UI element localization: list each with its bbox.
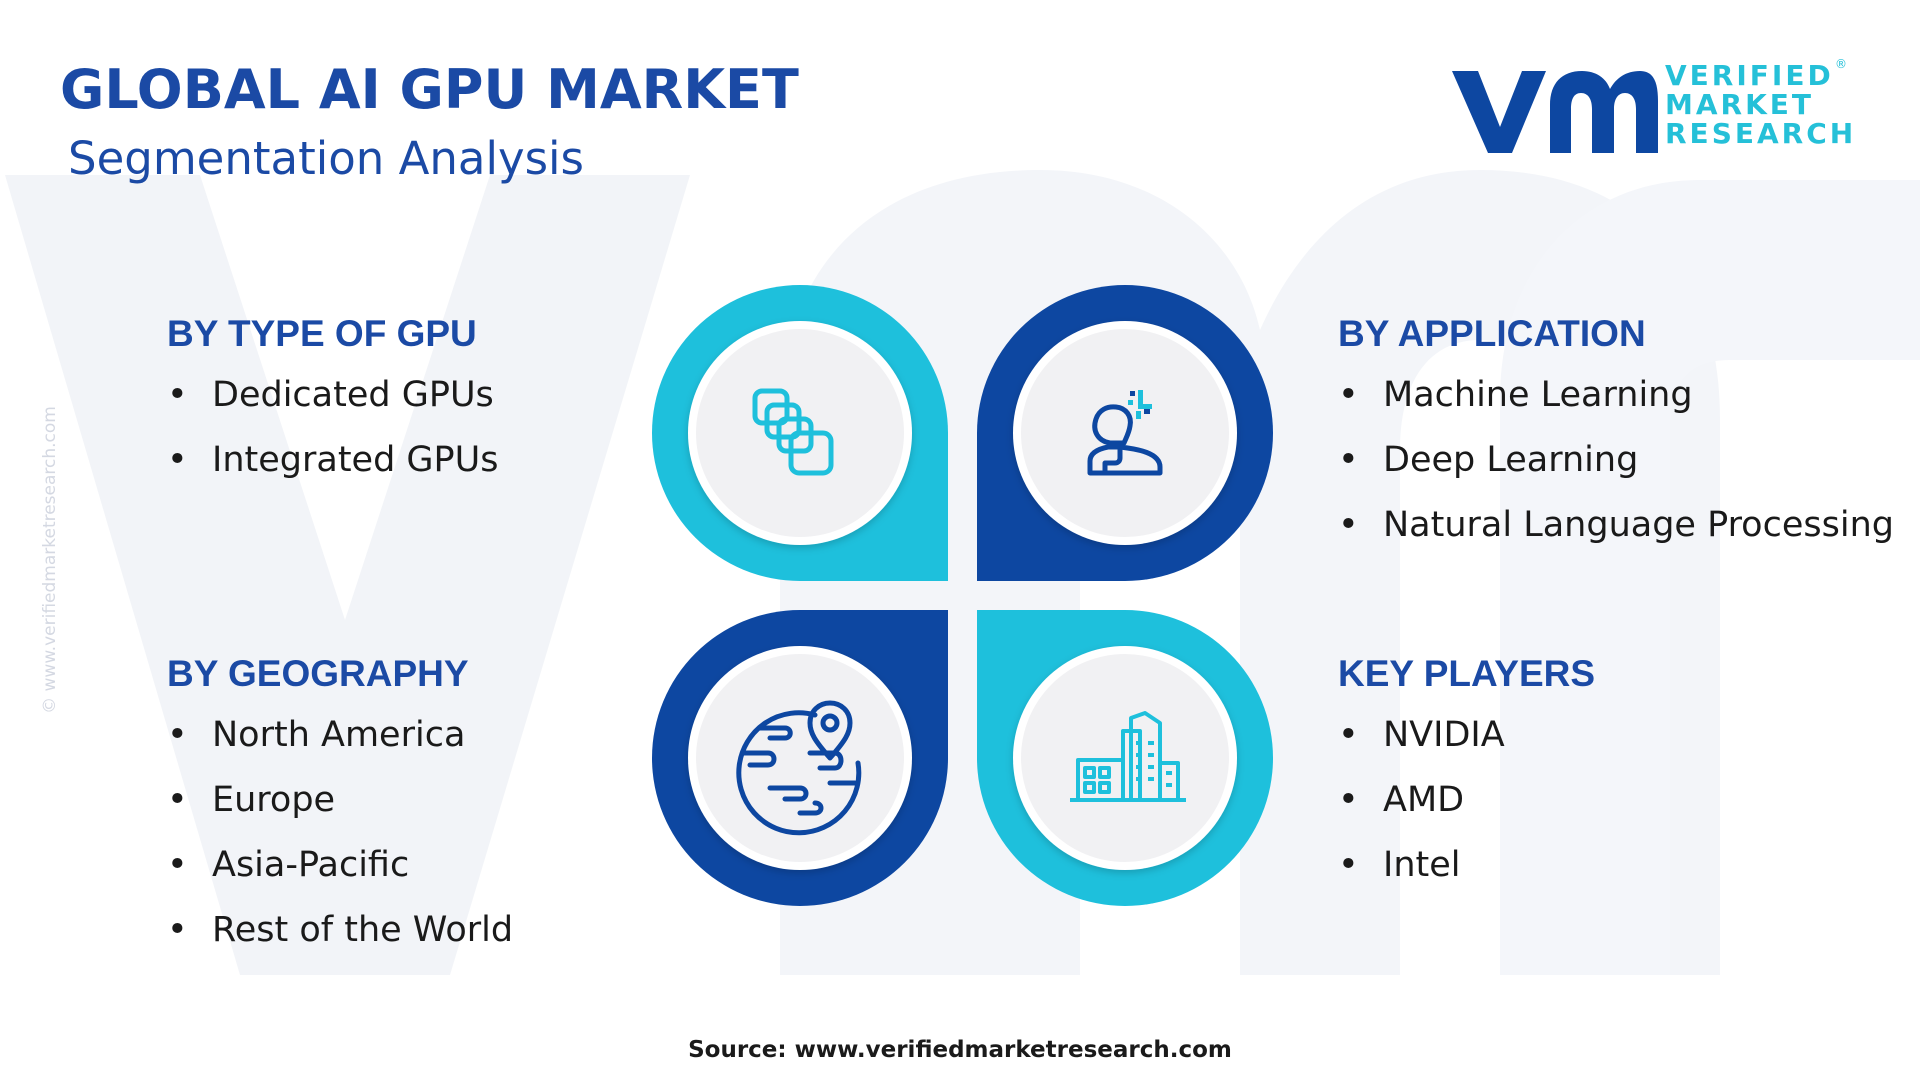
bullet: • bbox=[167, 780, 188, 820]
bullet: • bbox=[1338, 505, 1359, 545]
vmr-logo-mark bbox=[1452, 71, 1658, 153]
segment-list: • North America • Europe • Asia-Pacific • Re… bbox=[167, 715, 513, 950]
list-item: • Asia-Pacific bbox=[167, 845, 513, 885]
bullet: • bbox=[1338, 440, 1359, 480]
list-item: • North America bbox=[167, 715, 513, 755]
list-item-label: Machine Learning bbox=[1383, 375, 1693, 415]
globe-location-icon bbox=[736, 700, 862, 836]
bullet: • bbox=[167, 845, 188, 885]
source-caption: Source: www.verifiedmarketresearch.com bbox=[688, 1037, 1232, 1063]
list-item: • Intel bbox=[1338, 845, 1595, 885]
list-item: • Machine Learning bbox=[1338, 375, 1894, 415]
quadrant-type-of-gpu bbox=[652, 285, 948, 581]
segment-key-players: KEY PLAYERS • NVIDIA • AMD • Intel bbox=[1338, 653, 1595, 910]
bullet: • bbox=[167, 375, 188, 415]
bullet: • bbox=[1338, 375, 1359, 415]
bullet: • bbox=[167, 440, 188, 480]
list-item-label: NVIDIA bbox=[1383, 715, 1505, 755]
list-item: • AMD bbox=[1338, 780, 1595, 820]
segment-wheel bbox=[652, 285, 1273, 906]
logo-line-1: VERIFIED bbox=[1665, 59, 1834, 92]
bullet: • bbox=[1338, 715, 1359, 755]
quadrant-inner-disc bbox=[1021, 329, 1229, 537]
segment-type-of-gpu: BY TYPE OF GPU • Dedicated GPUs • Integrat… bbox=[167, 313, 499, 505]
bullet: • bbox=[167, 910, 188, 950]
page-subtitle: Segmentation Analysis bbox=[68, 132, 584, 185]
list-item-label: Integrated GPUs bbox=[212, 440, 499, 480]
gpu-stack-icon bbox=[752, 388, 834, 476]
quadrant-key-players bbox=[977, 610, 1273, 906]
segment-heading: BY GEOGRAPHY bbox=[167, 653, 469, 694]
list-item: • Dedicated GPUs bbox=[167, 375, 499, 415]
segment-application: BY APPLICATION • Machine Learning • Deep L… bbox=[1338, 313, 1894, 570]
list-item: • Europe bbox=[167, 780, 513, 820]
quadrant-inner-disc bbox=[696, 654, 904, 862]
list-item-label: Deep Learning bbox=[1383, 440, 1639, 480]
list-item-label: North America bbox=[212, 715, 466, 755]
logo-registered-mark: ® bbox=[1835, 57, 1847, 71]
list-item: • Deep Learning bbox=[1338, 440, 1894, 480]
list-item-label: AMD bbox=[1383, 780, 1465, 820]
logo-line-3: RESEARCH bbox=[1665, 117, 1857, 150]
page-title: GLOBAL AI GPU MARKET bbox=[60, 58, 799, 121]
list-item-label: Asia-Pacific bbox=[212, 845, 410, 885]
list-item: • Natural Language Processing bbox=[1338, 505, 1894, 545]
segment-heading: BY APPLICATION bbox=[1338, 313, 1646, 354]
list-item: • Rest of the World bbox=[167, 910, 513, 950]
side-watermark-url: © www.verifiedmarketresearch.com bbox=[40, 406, 60, 714]
segment-heading: BY TYPE OF GPU bbox=[167, 313, 477, 354]
bullet: • bbox=[167, 715, 188, 755]
list-item-label: Intel bbox=[1383, 845, 1461, 885]
segment-heading: KEY PLAYERS bbox=[1338, 653, 1596, 694]
segment-list: • Machine Learning • Deep Learning • Natura… bbox=[1338, 375, 1894, 545]
list-item-label: Natural Language Processing bbox=[1383, 505, 1894, 545]
segment-geography: BY GEOGRAPHY • North America • Europe • Asi… bbox=[167, 653, 513, 975]
quadrant-application bbox=[977, 285, 1273, 581]
bullet: • bbox=[1338, 845, 1359, 885]
list-item: • Integrated GPUs bbox=[167, 440, 499, 480]
segment-list: • NVIDIA • AMD • Intel bbox=[1338, 715, 1595, 885]
vmr-logo: VERIFIED MARKET RESEARCH ® bbox=[1450, 55, 1860, 160]
list-item-label: Dedicated GPUs bbox=[212, 375, 494, 415]
ai-person-icon bbox=[1087, 390, 1163, 476]
bullet: • bbox=[1338, 780, 1359, 820]
segment-list: • Dedicated GPUs • Integrated GPUs bbox=[167, 375, 499, 480]
buildings-icon bbox=[1070, 711, 1186, 802]
list-item-label: Rest of the World bbox=[212, 910, 514, 950]
quadrant-geography bbox=[652, 610, 948, 906]
logo-wordmark: VERIFIED MARKET RESEARCH bbox=[1665, 61, 1856, 148]
list-item: • NVIDIA bbox=[1338, 715, 1595, 755]
list-item-label: Europe bbox=[212, 780, 336, 820]
logo-line-2: MARKET bbox=[1665, 88, 1815, 121]
